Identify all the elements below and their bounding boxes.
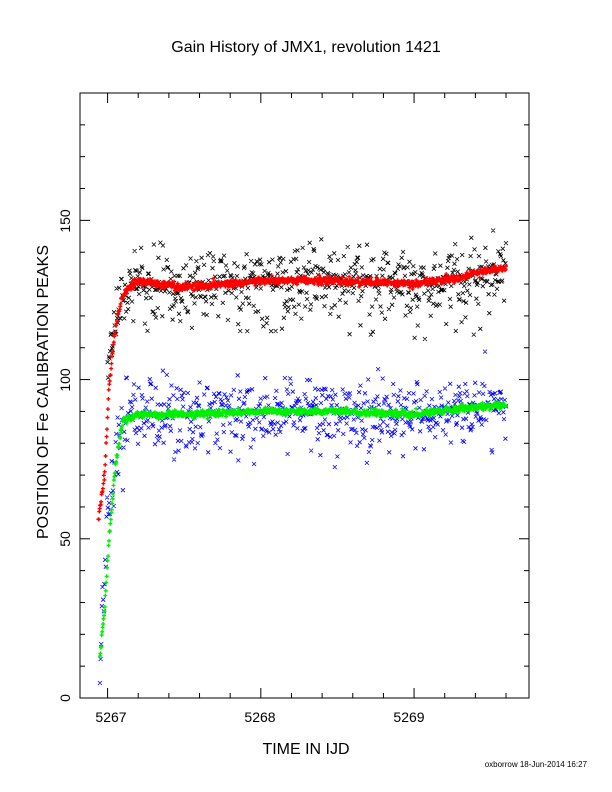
chart-title: Gain History of JMX1, revolution 1421 [171,39,441,56]
y-tick-label-0: 0 [57,694,73,702]
series-2-markers [97,349,509,686]
x-tick-label-5267: 5267 [95,709,126,725]
y-tick-label-100: 100 [57,368,73,392]
y-tick-label-150: 150 [57,209,73,233]
footer-timestamp: oxborrow 18-Jun-2014 16:27 [485,760,588,769]
axis-ticks [80,92,529,699]
data-markers [96,228,509,686]
series-3-markers [97,400,508,659]
series-1-markers [96,263,508,522]
x-axis-label: TIME IN IJD [262,741,349,758]
x-tick-label-5268: 5268 [244,709,275,725]
series-0-markers [105,228,509,380]
plot-frame [79,92,530,699]
x-tick-label-5269: 5269 [393,709,424,725]
y-axis-label: POSITION OF Fe CALIBRATION PEAKS [35,245,52,539]
y-tick-label-50: 50 [57,531,73,547]
